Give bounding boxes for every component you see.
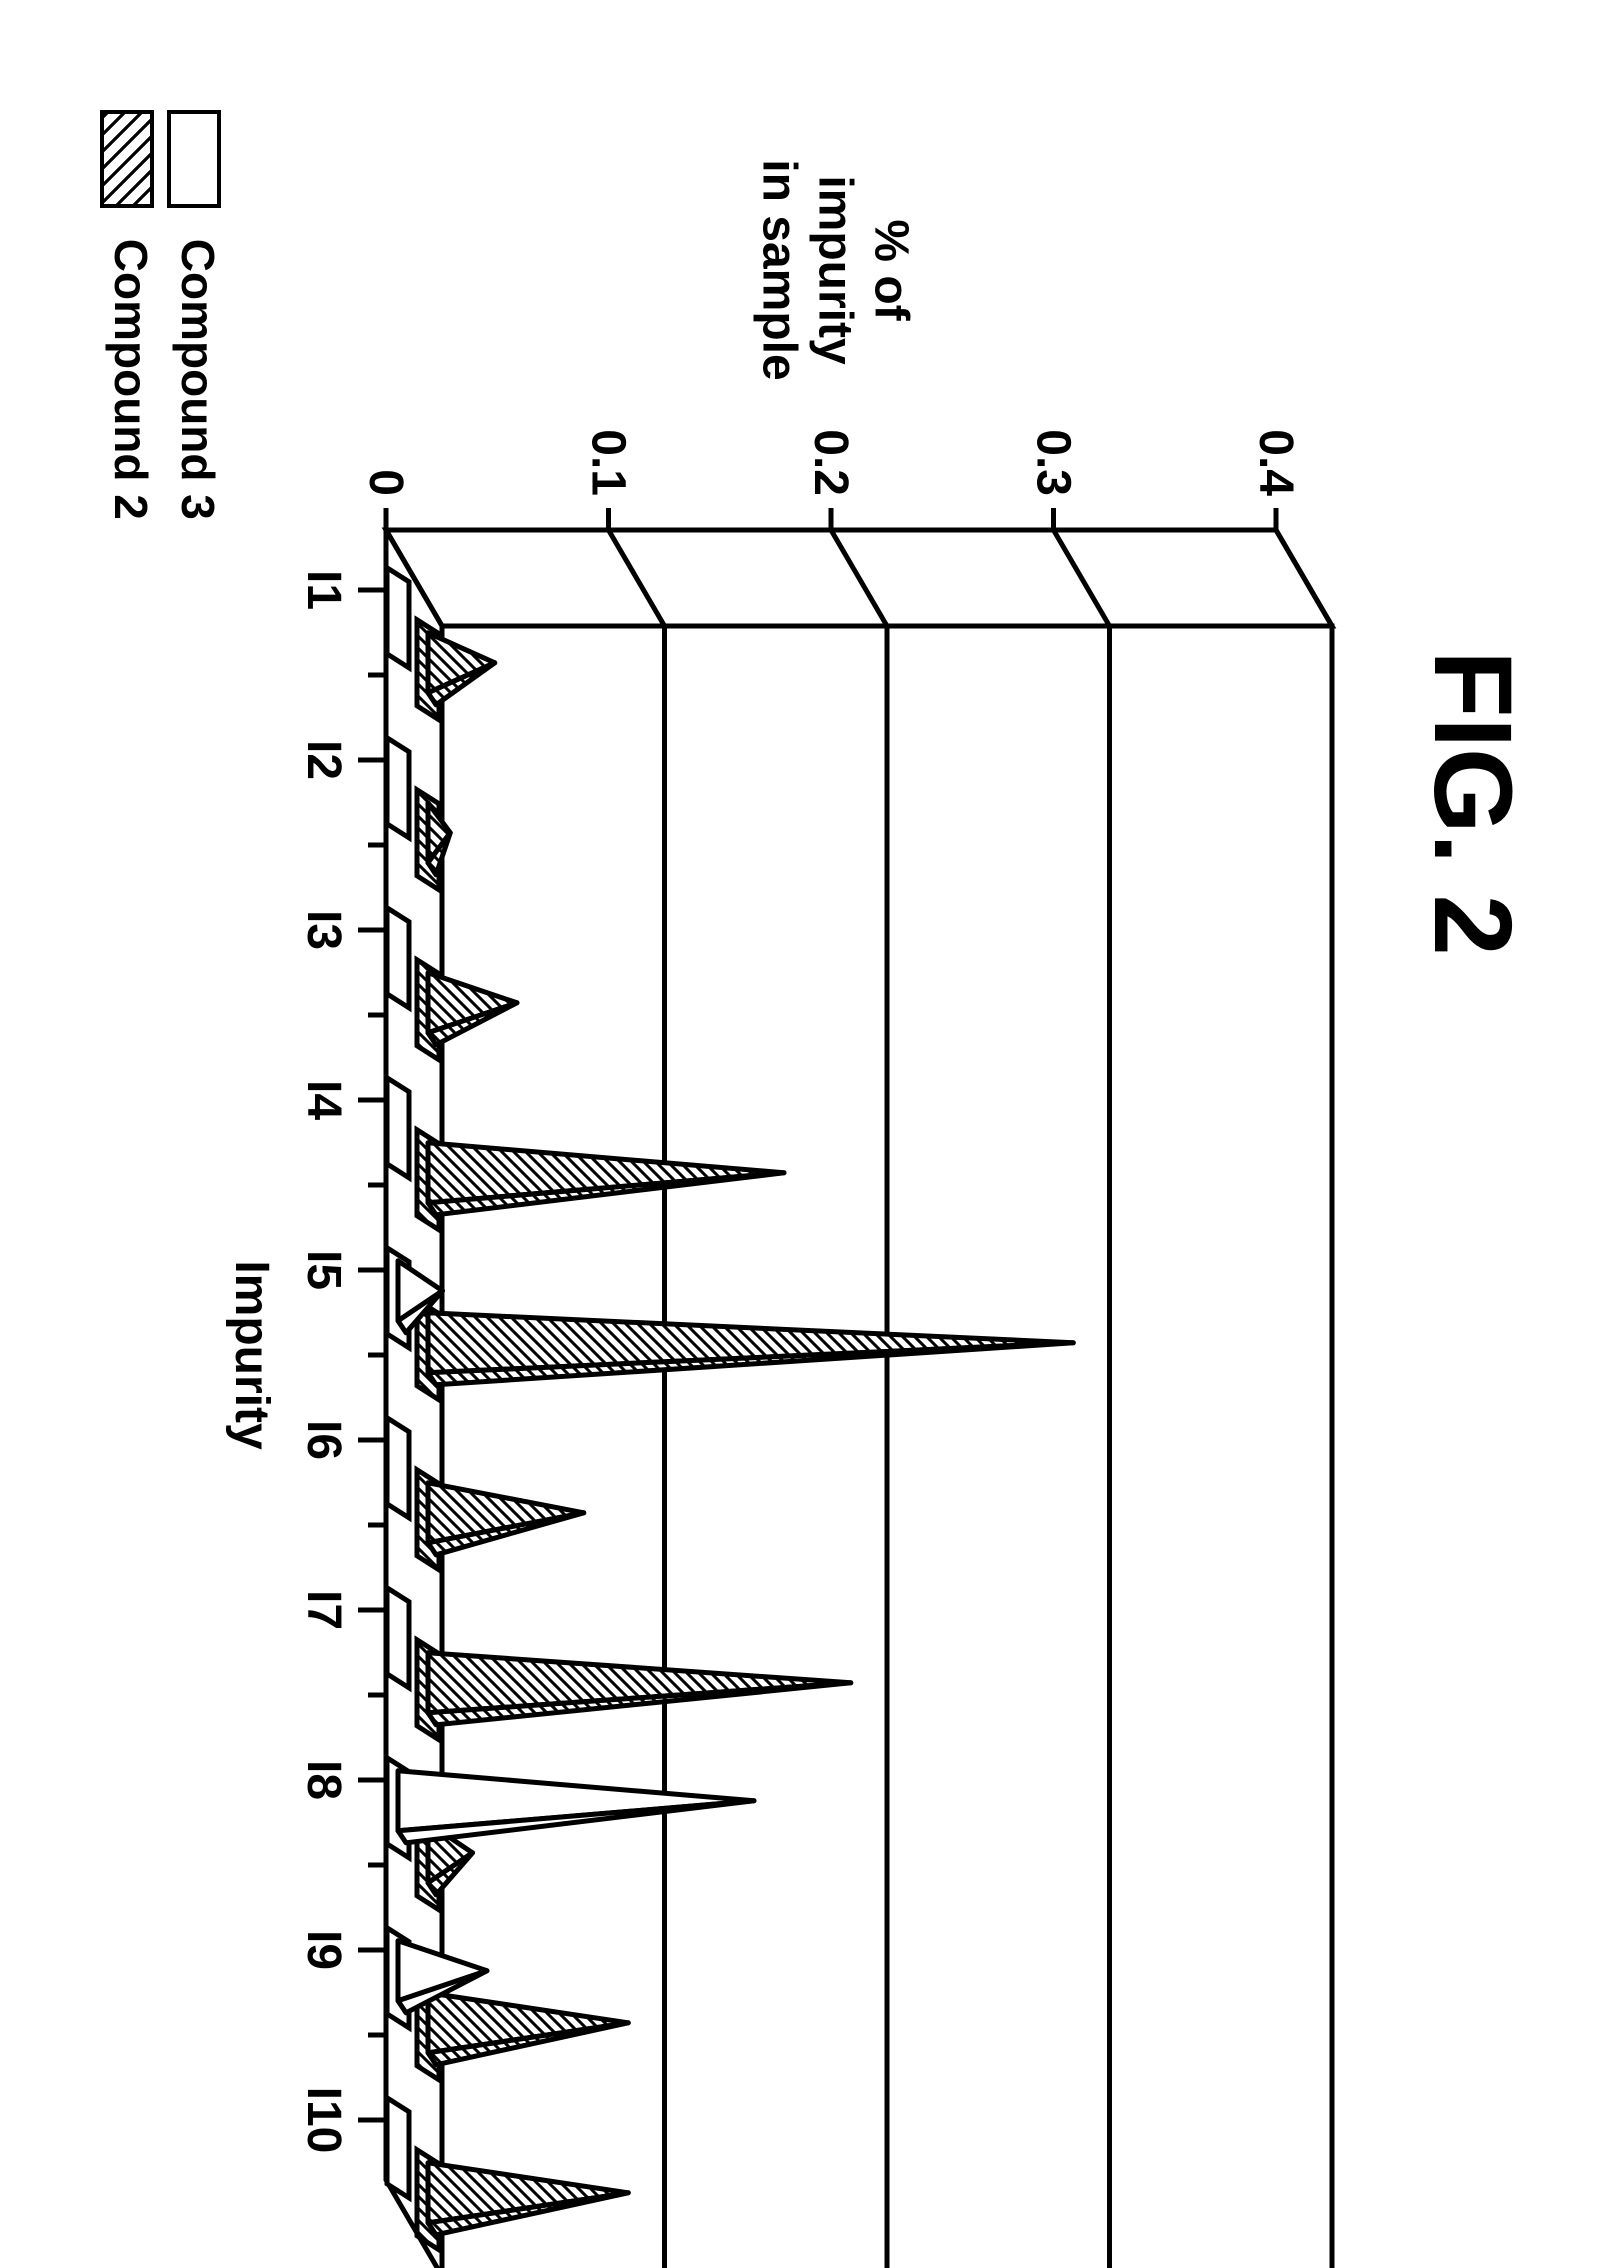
legend-label: Compound 2 bbox=[105, 239, 157, 520]
figure-title: FIG. 2 bbox=[1409, 0, 1536, 1606]
legend-swatch-hatch bbox=[100, 110, 154, 208]
svg-text:0: 0 bbox=[359, 469, 412, 496]
svg-text:I6: I6 bbox=[297, 1420, 350, 1460]
svg-text:I8: I8 bbox=[297, 1760, 350, 1800]
svg-text:0.4: 0.4 bbox=[1249, 429, 1302, 496]
legend-swatch-plain bbox=[167, 110, 221, 208]
svg-text:in sample: in sample bbox=[753, 159, 806, 380]
svg-text:I7: I7 bbox=[297, 1590, 350, 1630]
svg-text:I1: I1 bbox=[297, 570, 350, 610]
legend: Compound 3 Compound 2 bbox=[100, 110, 226, 520]
svg-text:I3: I3 bbox=[297, 910, 350, 950]
legend-item-compound3: Compound 3 bbox=[167, 110, 226, 520]
svg-text:I2: I2 bbox=[297, 740, 350, 780]
svg-text:% of: % of bbox=[865, 219, 918, 321]
svg-text:0.3: 0.3 bbox=[1027, 429, 1080, 496]
svg-text:I4: I4 bbox=[297, 1080, 350, 1120]
svg-text:I5: I5 bbox=[297, 1250, 350, 1290]
svg-text:0.1: 0.1 bbox=[582, 429, 635, 496]
svg-text:I9: I9 bbox=[297, 1930, 350, 1970]
legend-label: Compound 3 bbox=[172, 239, 224, 520]
svg-text:0.2: 0.2 bbox=[804, 429, 857, 496]
legend-item-compound2: Compound 2 bbox=[100, 110, 159, 520]
svg-text:I10: I10 bbox=[297, 2087, 350, 2154]
svg-text:impurity: impurity bbox=[809, 175, 862, 365]
svg-text:Impurity: Impurity bbox=[225, 1260, 278, 1450]
